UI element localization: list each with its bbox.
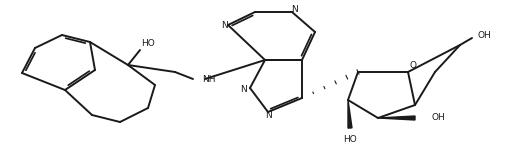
Polygon shape <box>378 116 415 120</box>
Polygon shape <box>348 100 352 128</box>
Text: OH: OH <box>478 30 492 40</box>
Text: OH: OH <box>432 114 446 122</box>
Text: N: N <box>222 21 228 29</box>
Text: N: N <box>292 6 298 15</box>
Text: N: N <box>240 86 247 94</box>
Text: O: O <box>410 60 416 69</box>
Text: NH: NH <box>202 75 216 85</box>
Text: N: N <box>265 110 271 120</box>
Text: HO: HO <box>343 135 357 145</box>
Text: HO: HO <box>141 40 155 48</box>
